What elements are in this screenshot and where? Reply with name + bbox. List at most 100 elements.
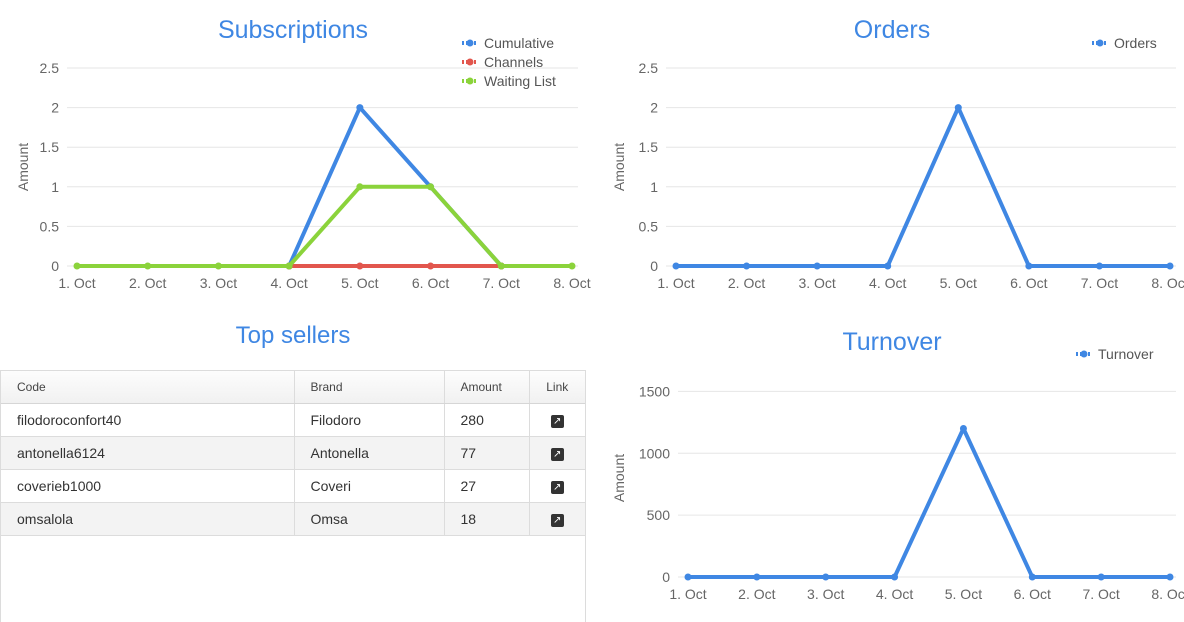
y-tick-label: 0.5 xyxy=(40,218,60,234)
cell-code: omsalola xyxy=(1,502,295,536)
x-tick-label: 3. Oct xyxy=(798,275,835,291)
y-tick-label: 2.5 xyxy=(639,60,659,76)
cell-amount: 27 xyxy=(444,469,530,503)
legend-label: Waiting List xyxy=(484,73,556,89)
chart-title: Orders xyxy=(854,16,930,44)
series-line xyxy=(676,105,1170,268)
data-point[interactable] xyxy=(427,262,435,270)
data-point[interactable] xyxy=(1097,573,1105,581)
data-point[interactable] xyxy=(285,262,293,270)
cell-brand: Omsa xyxy=(294,502,445,536)
y-tick-label: 1.5 xyxy=(639,139,659,155)
data-point[interactable] xyxy=(356,262,364,270)
top-sellers-title: Top sellers xyxy=(235,322,351,349)
column-header-code[interactable]: Code xyxy=(1,371,295,404)
data-point[interactable] xyxy=(672,262,680,270)
orders-chart: Orders 0 0.5 1 1.5 2 2.5 Amount 1. Oct 2. Oct 3. O… xyxy=(611,16,1184,291)
data-point[interactable] xyxy=(356,183,364,191)
cell-amount: 77 xyxy=(444,436,530,470)
data-point[interactable] xyxy=(684,573,692,581)
y-tick-label: 0.5 xyxy=(639,218,659,234)
table-row: omsalola Omsa 18 ↗ xyxy=(1,502,585,536)
data-point[interactable] xyxy=(884,262,892,270)
legend-item[interactable]: Orders xyxy=(1092,35,1157,51)
external-link-icon[interactable]: ↗ xyxy=(550,414,564,428)
legend-marker xyxy=(466,58,474,66)
x-tick-label: 2. Oct xyxy=(129,275,166,291)
x-tick-label: 8. Oct xyxy=(1151,275,1184,291)
x-tick-label: 5. Oct xyxy=(940,275,977,291)
external-link-icon[interactable]: ↗ xyxy=(550,480,564,494)
y-tick-label: 2 xyxy=(650,100,658,116)
data-point[interactable] xyxy=(427,183,435,191)
x-tick-label: 5. Oct xyxy=(945,586,982,602)
data-point[interactable] xyxy=(497,262,505,270)
data-point[interactable] xyxy=(1166,573,1174,581)
cell-code: antonella6124 xyxy=(1,436,295,470)
table-row: filodoroconfort40 Filodoro 280 ↗ xyxy=(1,403,585,437)
turnover-chart: Turnover 0 500 1000 1500 Amount 1. Oct 2. Oct 3.… xyxy=(611,328,1184,602)
data-point[interactable] xyxy=(954,104,962,112)
cell-code: coverieb1000 xyxy=(1,469,295,503)
chart-title: Turnover xyxy=(842,328,941,356)
y-tick-label: 0 xyxy=(650,258,658,274)
external-link-icon[interactable]: ↗ xyxy=(550,513,564,527)
x-tick-label: 4. Oct xyxy=(876,586,913,602)
y-tick-label: 1500 xyxy=(639,383,670,399)
data-point[interactable] xyxy=(753,573,761,581)
x-tick-label: 7. Oct xyxy=(1081,275,1118,291)
x-tick-label: 4. Oct xyxy=(270,275,307,291)
legend-item[interactable]: Waiting List xyxy=(462,73,556,89)
legend-label: Turnover xyxy=(1098,346,1154,362)
x-tick-label: 3. Oct xyxy=(200,275,237,291)
legend-label: Channels xyxy=(484,54,543,70)
data-point[interactable] xyxy=(144,262,152,270)
data-point[interactable] xyxy=(73,262,81,270)
data-point[interactable] xyxy=(813,262,821,270)
y-axis-label: Amount xyxy=(15,143,31,191)
column-header-amount[interactable]: Amount xyxy=(444,371,530,404)
x-tick-label: 1. Oct xyxy=(669,586,706,602)
y-axis-label: Amount xyxy=(611,143,627,191)
data-point[interactable] xyxy=(1166,262,1174,270)
legend-item[interactable]: Channels xyxy=(462,54,543,70)
legend-marker xyxy=(1080,350,1088,358)
y-tick-label: 0 xyxy=(662,569,670,585)
legend-marker xyxy=(466,77,474,85)
y-tick-label: 2 xyxy=(51,100,59,116)
x-tick-label: 8. Oct xyxy=(1151,586,1184,602)
x-tick-label: 4. Oct xyxy=(869,275,906,291)
data-point[interactable] xyxy=(356,104,364,112)
data-point[interactable] xyxy=(959,425,967,432)
external-link-icon[interactable]: ↗ xyxy=(550,447,564,461)
data-point[interactable] xyxy=(1028,573,1036,581)
data-point[interactable] xyxy=(743,262,751,270)
data-point[interactable] xyxy=(822,573,830,581)
y-tick-label: 1000 xyxy=(639,445,670,461)
cell-brand: Coveri xyxy=(294,469,445,503)
x-tick-label: 6. Oct xyxy=(1014,586,1051,602)
column-header-brand[interactable]: Brand xyxy=(294,371,445,404)
y-tick-label: 500 xyxy=(647,507,671,523)
series-line xyxy=(688,426,1170,579)
column-header-link[interactable]: Link xyxy=(529,371,585,404)
data-point[interactable] xyxy=(1095,262,1103,270)
data-point[interactable] xyxy=(1025,262,1033,270)
x-tick-label: 2. Oct xyxy=(728,275,765,291)
data-point[interactable] xyxy=(891,573,899,581)
y-tick-label: 1 xyxy=(650,179,658,195)
x-tick-label: 5. Oct xyxy=(341,275,378,291)
data-point[interactable] xyxy=(214,262,222,270)
table-header-row: Code Brand Amount Link xyxy=(1,371,585,404)
top-sellers-table: Code Brand Amount Link filodoroconfort40… xyxy=(0,370,586,622)
y-tick-label: 1 xyxy=(51,179,59,195)
legend-item[interactable]: Turnover xyxy=(1076,346,1154,362)
legend-item[interactable]: Cumulative xyxy=(462,35,554,51)
legend-marker xyxy=(466,39,474,47)
table-row: antonella6124 Antonella 77 ↗ xyxy=(1,436,585,470)
x-tick-label: 1. Oct xyxy=(657,275,694,291)
y-tick-label: 2.5 xyxy=(40,60,60,76)
x-tick-label: 6. Oct xyxy=(1010,275,1047,291)
data-point[interactable] xyxy=(568,262,576,270)
x-tick-label: 2. Oct xyxy=(738,586,775,602)
